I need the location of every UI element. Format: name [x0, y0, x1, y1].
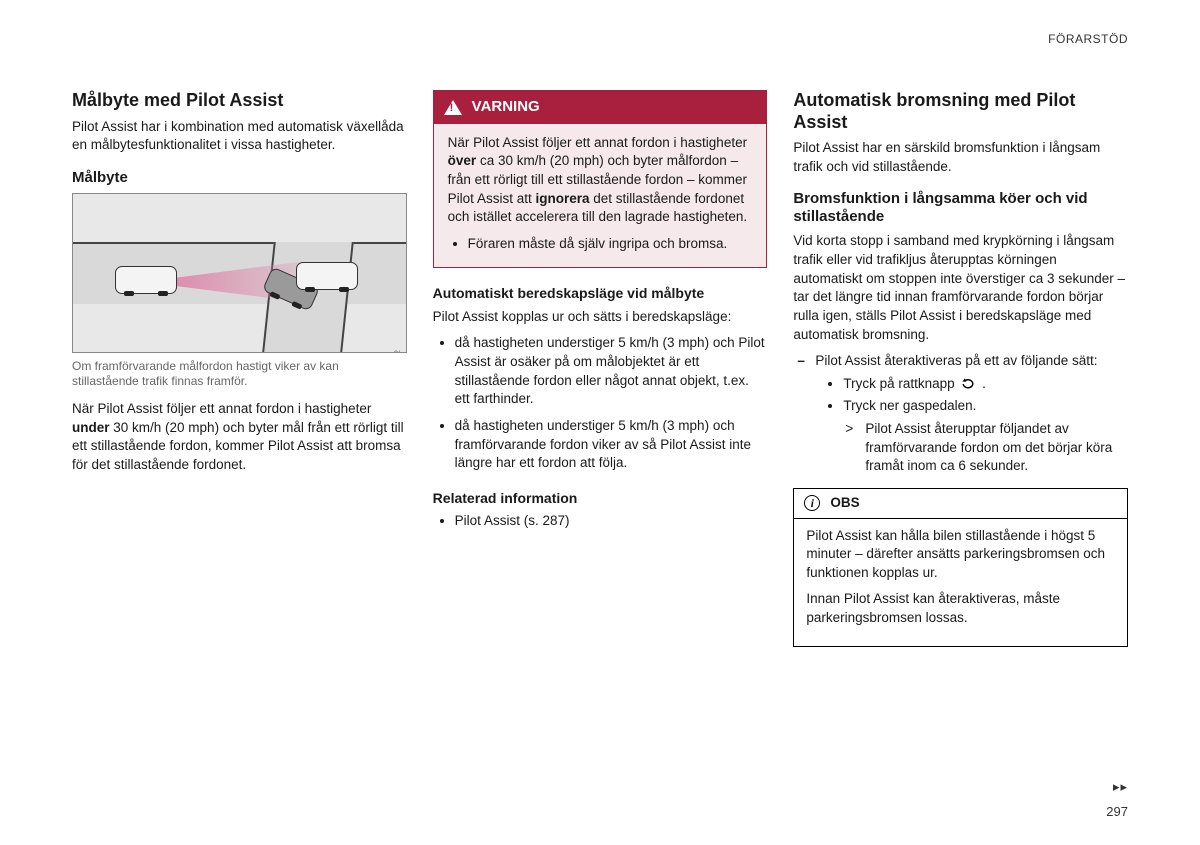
under-bold: under [72, 420, 110, 435]
content-columns: Målbyte med Pilot Assist Pilot Assist ha… [0, 0, 1200, 647]
figure-code: G053292 [394, 350, 404, 353]
col1-main-paragraph: När Pilot Assist följer ett annat fordon… [72, 400, 407, 475]
reengage-b2: Tryck ner gaspedalen. [843, 397, 1128, 416]
obs-box: i OBS Pilot Assist kan hålla bilen still… [793, 488, 1128, 647]
reengage-intro: Pilot Assist återaktiveras på ett av föl… [793, 352, 1128, 476]
obs-header: i OBS [794, 489, 1127, 519]
figure-own-car [115, 266, 177, 294]
related-info-title: Relaterad information [433, 489, 768, 508]
reengage-sublist: Tryck på rattknapp . Tryck ner gaspedale… [843, 375, 1128, 416]
page-section-header: FÖRARSTÖD [1048, 32, 1128, 46]
col3-subtitle: Bromsfunktion i långsamma köer och vid s… [793, 190, 1128, 226]
warning-header: VARNING [434, 91, 767, 124]
col3-title: Automatisk bromsning med Pilot Assist [793, 90, 1128, 133]
ready-mode-list: då hastigheten understiger 5 km/h (3 mph… [455, 334, 768, 472]
col1-subtitle: Målbyte [72, 169, 407, 187]
obs-body: Pilot Assist kan hålla bilen stillaståen… [794, 519, 1127, 646]
resume-button-icon [960, 377, 976, 391]
page-number: 297 [1106, 804, 1128, 819]
figure-caption: Om framförvarande målfordon hastigt vike… [72, 359, 407, 390]
target-change-figure: G053292 [72, 193, 407, 353]
ready-mode-intro: Pilot Assist kopplas ur och sätts i bere… [433, 308, 768, 327]
figure-stationary-car [296, 262, 358, 290]
warn-over: över [448, 153, 477, 168]
continue-marker: ▸▸ [1113, 779, 1128, 795]
column-1: Målbyte med Pilot Assist Pilot Assist ha… [72, 90, 407, 647]
column-2: VARNING När Pilot Assist följer ett anna… [433, 90, 768, 647]
warning-bullets: Föraren måste då själv ingripa och broms… [468, 235, 753, 254]
obs-p2: Innan Pilot Assist kan återaktiveras, må… [806, 590, 1115, 627]
col3-paragraph: Vid korta stopp i samband med krypkörnin… [793, 232, 1128, 344]
col3-intro: Pilot Assist har en särskild bromsfunkti… [793, 139, 1128, 176]
column-3: Automatisk bromsning med Pilot Assist Pi… [793, 90, 1128, 647]
warn-ignore: ignorera [535, 191, 589, 206]
warning-box: VARNING När Pilot Assist följer ett anna… [433, 90, 768, 268]
info-icon: i [804, 495, 820, 511]
col1-title: Målbyte med Pilot Assist [72, 90, 407, 112]
related-item-1: Pilot Assist (s. 287) [455, 512, 768, 531]
ready-mode-title: Automatiskt beredskapsläge vid målbyte [433, 284, 768, 303]
reengage-intro-text: Pilot Assist återaktiveras på ett av föl… [815, 353, 1097, 368]
warning-paragraph: När Pilot Assist följer ett annat fordon… [448, 134, 753, 227]
warning-triangle-icon [444, 100, 462, 115]
para-before-under: När Pilot Assist följer ett annat fordon… [72, 401, 371, 416]
ready-bullet-1: då hastigheten understiger 5 km/h (3 mph… [455, 334, 768, 409]
reengage-result: Pilot Assist återupptar följandet av fra… [837, 420, 1128, 476]
warning-bullet-1: Föraren måste då själv ingripa och broms… [468, 235, 753, 254]
reengage-b1-text: Tryck på rattknapp [843, 376, 958, 391]
reengage-b1: Tryck på rattknapp . [843, 375, 1128, 394]
reengage-dash-list: Pilot Assist återaktiveras på ett av föl… [793, 352, 1128, 476]
related-info-list: Pilot Assist (s. 287) [455, 512, 768, 531]
col1-intro: Pilot Assist har i kombination med autom… [72, 118, 407, 155]
para-after-under: 30 km/h (20 mph) och byter mål från ett … [72, 420, 404, 472]
obs-label: OBS [830, 494, 859, 513]
obs-p1: Pilot Assist kan hålla bilen stillaståen… [806, 527, 1115, 583]
warn-a: När Pilot Assist följer ett annat fordon… [448, 135, 747, 150]
ready-bullet-2: då hastigheten understiger 5 km/h (3 mph… [455, 417, 768, 473]
warning-label: VARNING [472, 97, 540, 118]
reengage-b1-tail: . [982, 376, 986, 391]
warning-body: När Pilot Assist följer ett annat fordon… [434, 124, 767, 268]
